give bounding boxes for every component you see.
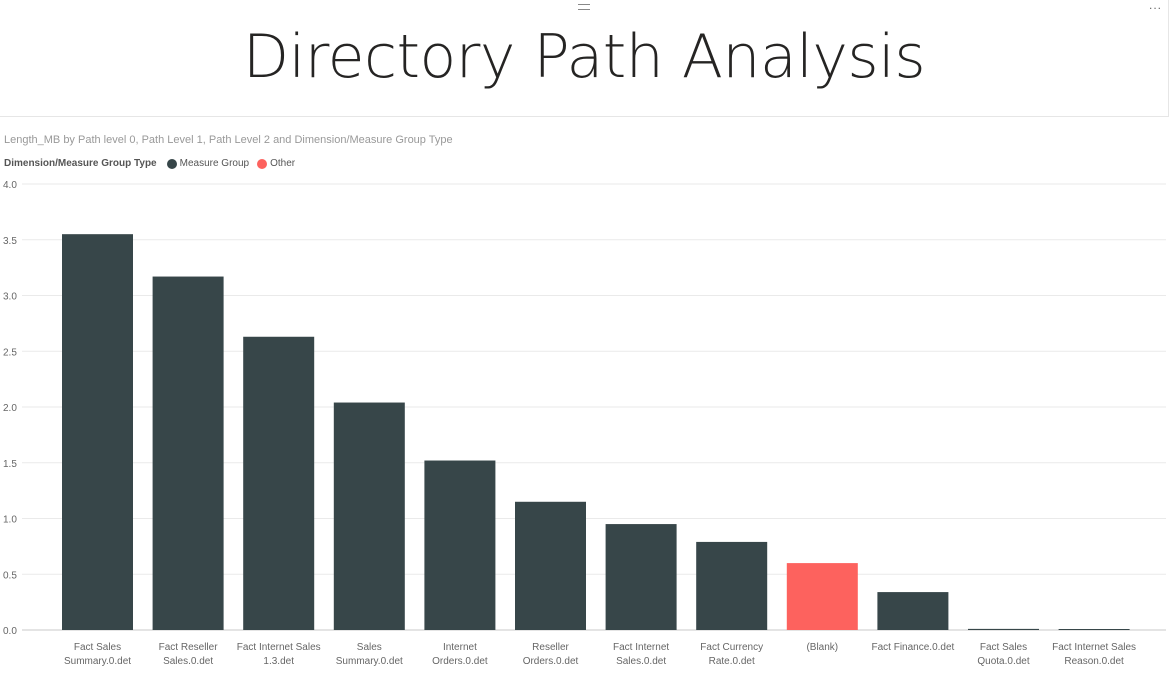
bar[interactable] [243, 336, 315, 630]
y-tick-label: 0.0 [3, 626, 17, 637]
bar[interactable] [877, 592, 949, 630]
chart-title: Length_MB by Path level 0, Path Level 1,… [4, 134, 453, 146]
y-tick-label: 1.0 [3, 515, 17, 526]
x-tick-label: 1.3.det [263, 656, 294, 667]
bar[interactable] [1058, 629, 1130, 630]
bar-chart: 0.0 0.5 1.0 1.5 2.0 2.5 3.0 3.5 4.0 Fact Sales Sum… [3, 180, 1166, 667]
y-tick-label: 2.5 [3, 347, 17, 358]
bar[interactable] [152, 276, 224, 630]
legend-label: Measure Group [179, 158, 250, 169]
x-tick-label: Fact Sales [74, 642, 121, 653]
x-tick-label: Sales [357, 642, 382, 653]
x-tick-label: Sales.0.det [163, 656, 213, 667]
more-options-button[interactable]: ... [1148, 0, 1162, 12]
legend-label: Other [270, 158, 296, 169]
legend-item-measure-group[interactable]: Measure Group [166, 158, 250, 169]
x-tick-label: Fact Internet Sales [1052, 642, 1136, 653]
x-tick-label: Reason.0.det [1064, 656, 1124, 667]
bar[interactable] [968, 628, 1039, 630]
x-tick-label: Reseller [532, 642, 569, 653]
x-tick-label: Internet [443, 642, 477, 653]
x-tick-label: Summary.0.det [336, 656, 403, 667]
bar[interactable] [424, 460, 496, 630]
y-tick-label: 0.5 [3, 570, 17, 581]
page-title: Directory Path Analysis [242, 22, 926, 92]
x-tick-label: Fact Finance.0.det [871, 642, 954, 653]
x-tick-label: Fact Internet [613, 642, 669, 653]
y-tick-label: 3.0 [3, 292, 17, 303]
y-tick-label: 2.0 [3, 403, 17, 414]
x-tick-label: Rate.0.det [709, 656, 755, 667]
x-tick-label: Sales.0.det [616, 656, 666, 667]
legend-item-other[interactable]: Other [257, 158, 295, 169]
x-tick-label: Fact Currency [700, 642, 763, 653]
x-tick-label: Fact Reseller [159, 642, 219, 653]
legend-dot-icon [257, 158, 268, 169]
x-tick-label: (Blank) [806, 642, 838, 653]
y-tick-label: 1.5 [3, 459, 17, 470]
x-tick-label: Orders.0.det [523, 656, 579, 667]
title-card: ... Directory Path Analysis [0, 0, 1169, 117]
legend-dot-icon [166, 158, 177, 169]
x-tick-label: Summary.0.det [64, 656, 131, 667]
y-tick-label: 4.0 [3, 180, 17, 191]
drag-handle-icon[interactable] [578, 4, 590, 10]
legend: Dimension/Measure Group Type Measure Gro… [4, 158, 303, 169]
bar[interactable] [62, 234, 133, 631]
y-tick-label: 3.5 [3, 236, 17, 247]
bar[interactable] [696, 541, 768, 630]
x-tick-label: Orders.0.det [432, 656, 488, 667]
legend-title: Dimension/Measure Group Type [4, 158, 157, 169]
bar[interactable] [333, 402, 405, 630]
bar[interactable] [605, 524, 677, 630]
x-tick-label: Quota.0.det [977, 656, 1029, 667]
x-tick-label: Fact Internet Sales [237, 642, 321, 653]
bar[interactable] [515, 501, 586, 630]
bar[interactable] [786, 563, 858, 630]
x-tick-label: Fact Sales [980, 642, 1027, 653]
